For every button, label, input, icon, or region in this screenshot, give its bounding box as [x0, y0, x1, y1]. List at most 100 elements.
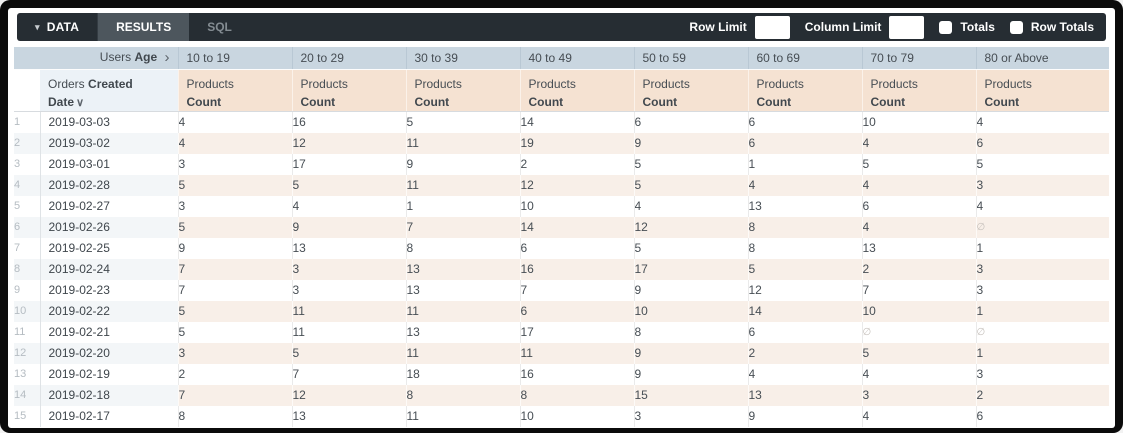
- value-cell[interactable]: 7: [519, 279, 634, 301]
- value-cell[interactable]: 3: [291, 279, 406, 301]
- age-bucket-header[interactable]: 20 to 29: [291, 47, 406, 70]
- value-cell[interactable]: 12: [633, 216, 748, 238]
- value-cell[interactable]: 7: [177, 384, 292, 406]
- date-cell[interactable]: 2019-03-02: [40, 132, 178, 154]
- value-cell[interactable]: 10: [861, 300, 976, 322]
- value-cell[interactable]: 11: [405, 300, 520, 322]
- age-bucket-header[interactable]: 30 to 39: [405, 47, 520, 70]
- value-cell[interactable]: 4: [975, 195, 1109, 217]
- date-cell[interactable]: 2019-02-18: [40, 384, 178, 406]
- value-cell[interactable]: 8: [633, 321, 748, 343]
- value-cell[interactable]: 13: [747, 195, 862, 217]
- date-cell[interactable]: 2019-02-22: [40, 300, 178, 322]
- value-cell[interactable]: 12: [291, 384, 406, 406]
- value-cell[interactable]: 7: [861, 279, 976, 301]
- age-bucket-header[interactable]: 60 to 69: [747, 47, 862, 70]
- value-cell[interactable]: 5: [975, 153, 1109, 175]
- row-dimension-header[interactable]: Orders Created Date ∨: [40, 69, 178, 112]
- value-cell[interactable]: 4: [861, 363, 976, 385]
- value-cell[interactable]: 12: [747, 279, 862, 301]
- value-cell[interactable]: 17: [519, 321, 634, 343]
- measure-header[interactable]: Products Count: [747, 69, 862, 112]
- value-cell[interactable]: 2: [861, 258, 976, 280]
- value-cell[interactable]: 10: [519, 195, 634, 217]
- value-cell[interactable]: 1: [747, 153, 862, 175]
- value-cell[interactable]: 7: [177, 279, 292, 301]
- value-cell[interactable]: 6: [975, 405, 1109, 427]
- value-cell[interactable]: 6: [861, 195, 976, 217]
- measure-header[interactable]: Products Count: [861, 69, 976, 112]
- value-cell[interactable]: 4: [861, 132, 976, 154]
- value-cell[interactable]: 5: [633, 153, 748, 175]
- value-cell[interactable]: 9: [633, 342, 748, 364]
- date-cell[interactable]: 2019-02-21: [48, 325, 110, 339]
- value-cell[interactable]: 9: [747, 405, 862, 427]
- column-limit-input[interactable]: [889, 15, 925, 39]
- value-cell[interactable]: 13: [861, 237, 976, 259]
- value-cell[interactable]: 10: [519, 405, 634, 427]
- value-cell[interactable]: 13: [405, 258, 520, 280]
- age-bucket-header[interactable]: 40 to 49: [519, 47, 634, 70]
- tab-results[interactable]: RESULTS: [98, 13, 190, 41]
- value-cell[interactable]: 5: [177, 216, 292, 238]
- value-cell[interactable]: 7: [177, 258, 292, 280]
- value-cell[interactable]: 13: [405, 321, 520, 343]
- value-cell[interactable]: 12: [291, 132, 406, 154]
- row-limit-input[interactable]: [754, 15, 790, 39]
- value-cell[interactable]: 11: [519, 342, 634, 364]
- date-cell[interactable]: 2019-02-24: [40, 258, 178, 280]
- value-cell[interactable]: 5: [177, 321, 292, 343]
- value-cell[interactable]: 5: [291, 342, 406, 364]
- value-cell[interactable]: 8: [405, 237, 520, 259]
- date-cell[interactable]: 2019-02-23: [48, 283, 110, 297]
- tab-data[interactable]: ▾ DATA: [17, 13, 99, 41]
- value-cell[interactable]: 4: [747, 174, 862, 196]
- pivot-field-header[interactable]: Users Age ›: [40, 47, 178, 70]
- value-cell[interactable]: 6: [747, 111, 862, 133]
- value-cell[interactable]: 9: [177, 237, 292, 259]
- value-cell[interactable]: 9: [633, 279, 748, 301]
- value-cell[interactable]: 11: [405, 342, 520, 364]
- value-cell[interactable]: 14: [519, 216, 634, 238]
- value-cell[interactable]: 4: [861, 174, 976, 196]
- value-cell[interactable]: 4: [633, 195, 748, 217]
- value-cell[interactable]: 13: [291, 237, 406, 259]
- date-cell[interactable]: 2019-02-27: [48, 199, 110, 213]
- measure-header[interactable]: Products Count: [519, 69, 634, 112]
- value-cell[interactable]: 1: [975, 342, 1109, 364]
- value-cell[interactable]: 6: [519, 237, 634, 259]
- value-cell[interactable]: 18: [405, 363, 520, 385]
- value-cell[interactable]: 17: [633, 258, 748, 280]
- value-cell[interactable]: 13: [291, 405, 406, 427]
- value-cell[interactable]: 11: [405, 132, 520, 154]
- date-cell[interactable]: 2019-02-26: [40, 216, 178, 238]
- date-cell[interactable]: 2019-02-19: [48, 367, 110, 381]
- value-cell[interactable]: 8: [177, 405, 292, 427]
- value-cell[interactable]: 1: [405, 195, 520, 217]
- date-cell[interactable]: 2019-02-25: [48, 241, 110, 255]
- value-cell[interactable]: 8: [747, 216, 862, 238]
- value-cell[interactable]: 3: [861, 384, 976, 406]
- age-bucket-header[interactable]: 70 to 79: [861, 47, 976, 70]
- value-cell[interactable]: 9: [291, 216, 406, 238]
- value-cell[interactable]: 2: [747, 342, 862, 364]
- value-cell[interactable]: 4: [177, 111, 292, 133]
- date-cell[interactable]: 2019-02-20: [40, 342, 178, 364]
- value-cell[interactable]: 5: [633, 174, 748, 196]
- value-cell[interactable]: 16: [519, 363, 634, 385]
- value-cell[interactable]: 4: [177, 132, 292, 154]
- value-cell[interactable]: 5: [861, 153, 976, 175]
- age-bucket-header[interactable]: 10 to 19: [177, 47, 292, 70]
- value-cell[interactable]: 10: [861, 111, 976, 133]
- value-cell[interactable]: 3: [177, 195, 292, 217]
- value-cell[interactable]: 4: [291, 195, 406, 217]
- measure-header[interactable]: Products Count: [405, 69, 520, 112]
- value-cell[interactable]: 5: [405, 111, 520, 133]
- value-cell[interactable]: 16: [291, 111, 406, 133]
- value-cell[interactable]: 5: [177, 174, 292, 196]
- null-value-cell[interactable]: ∅: [975, 216, 1109, 238]
- value-cell[interactable]: 19: [519, 132, 634, 154]
- value-cell[interactable]: 14: [747, 300, 862, 322]
- value-cell[interactable]: 8: [405, 384, 520, 406]
- value-cell[interactable]: 11: [405, 405, 520, 427]
